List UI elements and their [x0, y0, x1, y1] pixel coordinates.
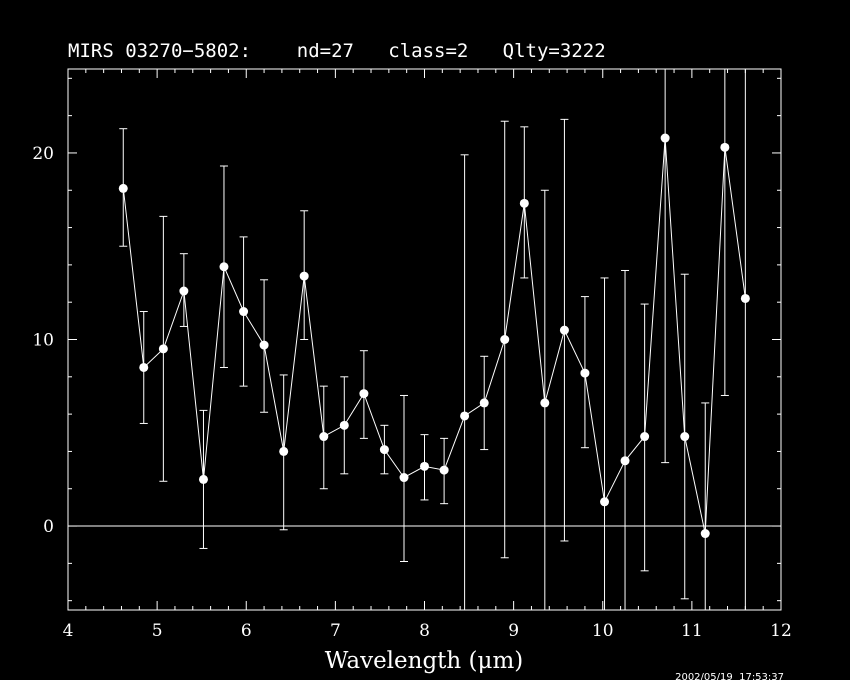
data-point	[319, 432, 329, 442]
data-point	[519, 198, 529, 208]
x-tick-label: 5	[152, 621, 163, 641]
data-point	[399, 473, 409, 483]
data-point	[359, 389, 369, 399]
data-point	[479, 398, 489, 408]
data-point	[158, 344, 168, 354]
x-tick-label: 4	[63, 621, 74, 641]
data-point	[299, 271, 309, 281]
x-tick-label: 12	[770, 621, 792, 641]
y-tick-label: 20	[32, 144, 54, 164]
data-point	[420, 461, 429, 471]
chart-title: MIRS 03270−5802: nd=27 class=2 Qlty=3222	[68, 40, 606, 62]
data-point	[620, 456, 630, 466]
x-tick-label: 11	[681, 621, 703, 641]
data-point	[720, 142, 730, 152]
data-point	[600, 497, 610, 507]
axes: 4 5 6 7 8 9 10 11 12 0 10 20	[32, 69, 792, 641]
data-point	[640, 432, 650, 442]
data-point	[239, 307, 249, 317]
data-point	[740, 293, 750, 303]
data-point	[198, 474, 208, 484]
x-tick-label: 10	[592, 621, 614, 641]
x-tick-label: 8	[419, 621, 430, 641]
y-tick-label: 0	[43, 517, 54, 537]
data-point	[580, 368, 590, 378]
x-axis-label: Wavelength (μm)	[325, 648, 524, 674]
x-tick-label: 6	[241, 621, 252, 641]
x-tick-label: 7	[330, 621, 341, 641]
data-point	[139, 362, 149, 372]
data-point	[279, 446, 289, 456]
data-point	[540, 398, 550, 408]
data-point	[219, 262, 229, 272]
data-point	[339, 420, 349, 430]
data-points	[118, 133, 750, 539]
data-point	[680, 432, 690, 442]
data-point	[500, 335, 510, 344]
series-line	[122, 137, 746, 534]
y-tick-label: 10	[32, 331, 54, 351]
data-point	[179, 286, 189, 296]
data-point	[379, 445, 389, 455]
data-point	[660, 133, 670, 143]
data-line	[122, 137, 746, 534]
x-tick-label: 9	[508, 621, 519, 641]
data-point	[118, 183, 128, 193]
data-point	[439, 465, 449, 475]
data-point	[700, 529, 710, 539]
data-point	[559, 325, 569, 335]
data-point	[460, 411, 470, 421]
data-point	[259, 340, 269, 350]
timestamp: 2002/05/19 17:53:37	[675, 672, 784, 680]
plot-frame	[67, 68, 782, 611]
